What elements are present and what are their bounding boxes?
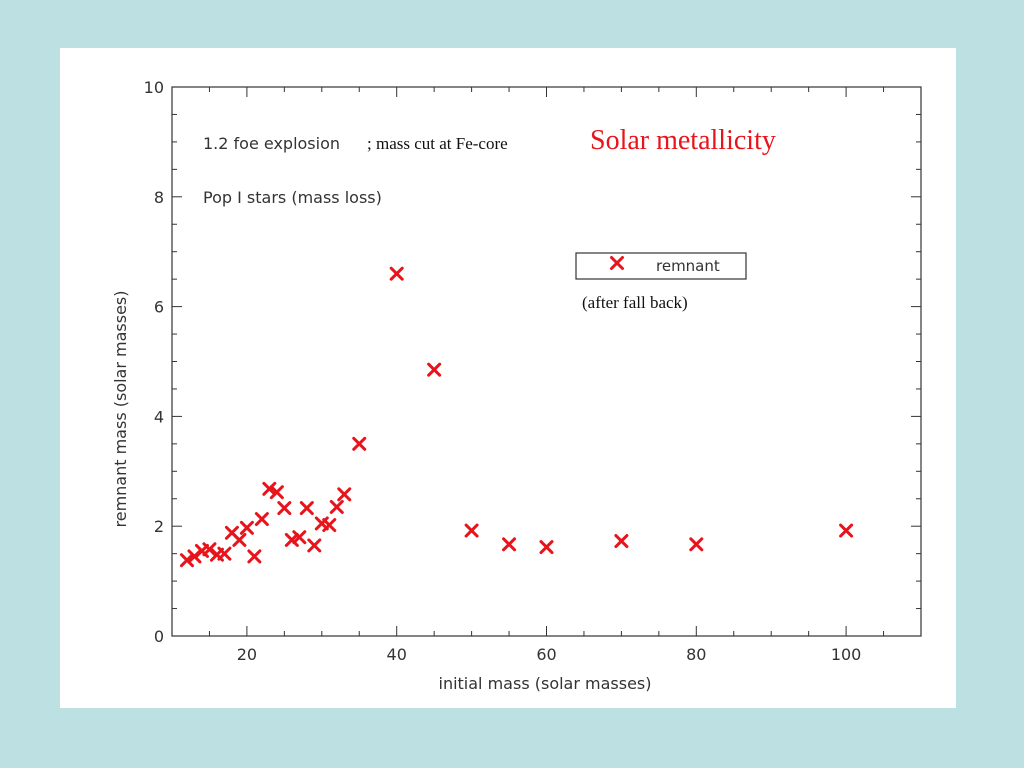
data-point [269,485,284,500]
data-point [232,532,247,547]
x-tick-label: 80 [686,645,706,664]
chart-title: Solar metallicity [590,125,776,156]
marker-stroke [464,523,479,538]
plot-frame [171,86,922,637]
marker-stroke [262,481,277,496]
data-point [839,523,854,538]
y-axis-label: remnant mass (solar masses) [111,290,130,527]
y-tick-label: 10 [144,78,164,97]
legend-box [575,252,747,280]
marker-stroke [284,532,299,547]
marker-stroke [614,534,629,549]
marker-stroke [352,436,367,451]
marker-stroke [337,487,352,502]
data-points [179,266,854,568]
explosion-annotation: 1.2 foe explosion [203,134,340,153]
marker-stroke [329,499,344,514]
scatter-chart: 20 40 60 80 100 0 2 4 6 8 10 initial mass (solar m… [111,78,922,693]
x-tick-label: 60 [536,645,556,664]
y-tick-label: 0 [154,627,164,646]
marker-stroke [322,518,337,533]
data-point [389,266,404,281]
marker-stroke [202,542,217,557]
tick-labels: 20 40 60 80 100 0 2 4 6 8 10 [144,78,862,664]
data-point [179,553,194,568]
data-point [464,523,479,538]
data-point [247,549,262,564]
marker-stroke [689,537,704,552]
data-point [262,481,277,496]
data-point [352,436,367,451]
marker-stroke [254,512,269,527]
legend-marker [610,256,624,270]
data-point [502,537,517,552]
marker-stroke [239,520,254,535]
marker-stroke [232,532,247,547]
marker-stroke [247,549,262,564]
data-point [277,501,292,516]
chart-panel: 20 40 60 80 100 0 2 4 6 8 10 initial mass (solar m… [60,48,956,708]
marker-stroke [269,485,284,500]
legend-label-remnant: remnant [656,257,720,275]
after-fall-back-note: (after fall back) [582,293,688,312]
population-annotation: Pop I stars (mass loss) [203,188,382,207]
legend-marker-cross [610,256,624,270]
data-point [329,499,344,514]
data-point [539,540,554,555]
marker-stroke [179,553,194,568]
data-point [307,538,322,553]
marker-stroke [427,362,442,377]
marker-stroke [610,256,624,270]
marker-stroke [299,501,314,516]
x-tick-label: 20 [237,645,257,664]
plot-axes [171,86,922,637]
marker-stroke [502,537,517,552]
legend: remnant [575,252,747,280]
marker-stroke [217,546,232,561]
y-tick-label: 6 [154,298,164,317]
x-tick-label: 100 [831,645,862,664]
marker-stroke [307,538,322,553]
x-tick-label: 40 [387,645,407,664]
data-point [284,532,299,547]
marker-stroke [292,530,307,545]
mass-cut-annotation: ; mass cut at Fe-core [367,134,508,153]
y-tick-label: 2 [154,517,164,536]
data-point [239,520,254,535]
data-point [614,534,629,549]
data-point [254,512,269,527]
data-point [427,362,442,377]
data-point [337,487,352,502]
marker-stroke [539,540,554,555]
marker-stroke [389,266,404,281]
marker-stroke [224,525,239,540]
data-point [299,501,314,516]
data-point [292,530,307,545]
x-axis-label: initial mass (solar masses) [439,674,652,693]
y-tick-label: 4 [154,407,164,426]
data-point [217,546,232,561]
data-point [689,537,704,552]
marker-stroke [277,501,292,516]
marker-stroke [839,523,854,538]
y-tick-label: 8 [154,188,164,207]
data-point [322,518,337,533]
axis-ticks [171,86,922,637]
